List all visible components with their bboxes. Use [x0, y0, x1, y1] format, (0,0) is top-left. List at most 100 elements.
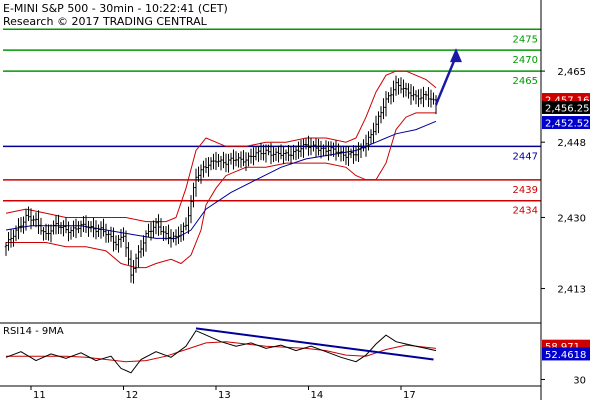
- ohlc-bar: [422, 86, 425, 108]
- ohlc-bar: [259, 142, 263, 161]
- ohlc-bar: [162, 226, 165, 241]
- ohlc-bar: [102, 218, 105, 237]
- ohlc-bar: [109, 226, 113, 242]
- ohlc-bar: [252, 147, 255, 166]
- ohlc-bar: [237, 152, 240, 168]
- ohlc-bar: [89, 221, 93, 233]
- ohlc-bar: [197, 166, 200, 182]
- ohlc-bar: [59, 221, 63, 235]
- ohlc-bar: [69, 226, 73, 240]
- copyright-line: Research © 2017 TRADING CENTRAL: [3, 15, 207, 28]
- ohlc-bar: [409, 84, 413, 105]
- ohlc-bar: [19, 217, 23, 233]
- ohlc-bar: [317, 138, 320, 156]
- ohlc-bar: [184, 217, 188, 231]
- ohlc-bar: [377, 111, 380, 134]
- value-label-bg-moving_average: [542, 116, 590, 130]
- ohlc-bar: [9, 229, 13, 248]
- ohlc-bar: [164, 226, 168, 241]
- ohlc-bar: [24, 209, 28, 231]
- ohlc-bar: [347, 145, 350, 166]
- chart-title: E-MINI S&P 500 - 30min - 10:22:41 (CET): [3, 2, 228, 15]
- ohlc-bar: [84, 215, 88, 234]
- ohlc-bar: [372, 122, 375, 144]
- ohlc-bar: [47, 224, 50, 241]
- ohlc-bar: [327, 141, 330, 161]
- ohlc-bar: [274, 147, 278, 161]
- ohlc-bar: [394, 75, 398, 96]
- ohlc-bar: [12, 229, 15, 247]
- ohlc-bar: [137, 245, 140, 268]
- level-label-2447: 2447: [513, 151, 538, 162]
- price-plot: 2475 2470 2465 2447 2439 2434: [3, 28, 541, 284]
- ohlc-bar: [249, 148, 253, 164]
- ohlc-bar: [339, 146, 343, 162]
- ohlc-bar: [287, 145, 290, 162]
- ohlc-bar: [107, 230, 110, 243]
- ohlc-bar: [44, 223, 48, 240]
- ohlc-bar: [387, 92, 390, 103]
- rsi-plot: [5, 327, 437, 374]
- ohlc-bar: [117, 234, 120, 253]
- x-tick-label: 12: [126, 390, 139, 400]
- ohlc-bar: [94, 220, 98, 240]
- ohlc-bar: [119, 228, 123, 248]
- ohlc-bar: [177, 226, 180, 244]
- ohlc-bar: [214, 151, 218, 170]
- ohlc-bar: [29, 208, 33, 230]
- ohlc-bar: [239, 151, 243, 168]
- ohlc-bar: [199, 164, 203, 184]
- ohlc-bar: [17, 218, 20, 240]
- ohlc-bar: [204, 157, 208, 173]
- ohlc-bar: [244, 152, 248, 172]
- ohlc-bar: [319, 140, 323, 159]
- ohlc-bar: [27, 206, 30, 222]
- ohlc-bar: [212, 153, 215, 170]
- ohlc-bar: [147, 223, 150, 238]
- ohlc-bar: [202, 160, 205, 178]
- ohlc-bar: [334, 140, 338, 161]
- ohlc-bar: [77, 221, 80, 234]
- ohlc-bar: [397, 78, 400, 95]
- ohlc-bar: [92, 217, 95, 238]
- ohlc-bar: [364, 134, 368, 157]
- ohlc-bar: [279, 144, 283, 160]
- x-tick-label: 13: [218, 390, 231, 400]
- ohlc-bar: [207, 157, 210, 177]
- ohlc-bar: [7, 231, 10, 251]
- ohlc-bar: [322, 144, 325, 157]
- ohlc-bar: [414, 90, 418, 105]
- ohlc-bar: [297, 141, 300, 159]
- ohlc-bar: [352, 145, 355, 164]
- ohlc-bar: [234, 151, 238, 167]
- ohlc-bar: [342, 145, 345, 162]
- ohlc-bar: [427, 87, 430, 107]
- upper-band-line: [5, 70, 437, 223]
- ohlc-bar: [152, 220, 155, 238]
- ohlc-bar: [124, 230, 128, 257]
- ohlc-bar: [132, 260, 135, 284]
- ohlc-bar: [42, 227, 45, 241]
- projection-arrow-shaft: [434, 55, 458, 106]
- ohlc-bar: [284, 149, 288, 161]
- ohlc-bar: [194, 168, 198, 197]
- ohlc-bar: [282, 145, 285, 165]
- ohlc-bar: [369, 129, 373, 145]
- ohlc-bar: [72, 220, 75, 237]
- ohlc-bar: [157, 214, 160, 236]
- value-label-moving_average: 2,452.52: [545, 119, 590, 130]
- ohlc-bar: [357, 142, 360, 162]
- ohlc-bar: [257, 146, 260, 162]
- ohlc-bar: [169, 229, 173, 248]
- ohlc-bar: [312, 140, 315, 152]
- ohlc-bar: [254, 145, 258, 161]
- value-label-bg-current_price: [542, 100, 590, 114]
- ohlc-bar: [404, 82, 408, 97]
- ohlc-bar: [67, 221, 70, 242]
- rsi-trendline: [195, 327, 434, 361]
- ohlc-bar: [227, 153, 230, 173]
- ohlc-bar: [299, 139, 303, 157]
- level-label-2439: 2439: [513, 185, 538, 196]
- ohlc-bar: [192, 182, 195, 208]
